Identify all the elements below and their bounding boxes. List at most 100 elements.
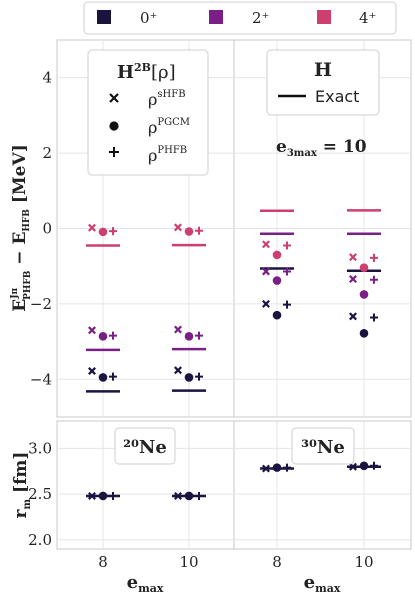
phfb-marker bbox=[370, 253, 378, 262]
energy-y-tick-label: −4 bbox=[30, 370, 52, 388]
method-legend-phfb-base: ρ bbox=[148, 146, 157, 165]
energy-ylabel-unit: [MeV] bbox=[10, 144, 30, 209]
shfb-marker bbox=[88, 223, 96, 232]
energy-ylabel-base: E bbox=[10, 299, 30, 312]
energy-ylabel-sup: Jπ bbox=[10, 288, 20, 300]
shfb-marker bbox=[88, 367, 96, 375]
series-2⁺ bbox=[260, 232, 381, 299]
e3max-label: e3max = 10 bbox=[276, 137, 367, 159]
phfb-marker bbox=[109, 331, 117, 340]
shfb-marker bbox=[262, 299, 270, 308]
radius-y-tick-label: 2.0 bbox=[28, 531, 52, 549]
exact-legend-title: H bbox=[314, 59, 332, 81]
pgcm-marker bbox=[184, 373, 194, 382]
exact-legend-label: Exact bbox=[315, 87, 359, 106]
phfb-marker bbox=[195, 331, 203, 340]
phfb-marker bbox=[195, 491, 203, 500]
exact-legend-box bbox=[266, 49, 380, 116]
shfb-marker bbox=[88, 491, 96, 500]
pgcm-marker bbox=[98, 332, 108, 341]
pgcm-marker bbox=[272, 276, 282, 285]
method-legend: H2B[ρ] ρsHFB ρPGCM ρPHFB bbox=[87, 49, 209, 176]
nucleus-label-30ne-box bbox=[291, 427, 355, 465]
pgcm-marker bbox=[359, 461, 369, 471]
phfb-marker bbox=[283, 241, 291, 250]
shfb-marker bbox=[174, 325, 182, 334]
shfb-marker bbox=[349, 312, 357, 321]
series-0⁺ bbox=[260, 461, 381, 473]
phfb-marker bbox=[283, 300, 291, 309]
series-2⁺ bbox=[86, 325, 206, 352]
exact-legend: H Exact bbox=[266, 49, 380, 116]
panel-radius-30ne-frame bbox=[233, 420, 412, 550]
energy-ylabel-sub: PHFB bbox=[23, 270, 33, 300]
energy-y-tick-label: 2 bbox=[42, 144, 52, 162]
radius-ylabel-sub: m bbox=[22, 498, 33, 509]
x-tick-label: 8 bbox=[272, 553, 282, 571]
phfb-marker bbox=[283, 463, 291, 472]
pgcm-marker bbox=[184, 332, 194, 341]
phfb-marker bbox=[370, 461, 378, 470]
phfb-marker bbox=[195, 226, 203, 235]
shfb-marker bbox=[349, 253, 357, 262]
method-legend-shfb-base: ρ bbox=[148, 90, 157, 109]
phfb-marker bbox=[370, 313, 378, 322]
legend-label-0plus: 0⁺ bbox=[140, 9, 157, 27]
series-0⁺ bbox=[86, 491, 206, 501]
pgcm-marker bbox=[359, 329, 369, 338]
pgcm-marker bbox=[184, 491, 194, 501]
x-tick-label: 8 bbox=[98, 553, 108, 571]
series-4⁺ bbox=[260, 209, 381, 273]
method-legend-phfb-label: ρPHFB bbox=[148, 145, 187, 165]
radius-ylabel-base: r bbox=[11, 508, 31, 518]
phfb-marker bbox=[109, 372, 117, 381]
phfb-marker bbox=[370, 275, 378, 284]
pgcm-marker bbox=[272, 250, 282, 260]
data-marks bbox=[86, 209, 381, 501]
phfb-marker bbox=[283, 267, 291, 276]
energy-y-tick-label: 4 bbox=[42, 69, 52, 87]
energy-y-axis-label: EJπ PHFB − EHFB [MeV] bbox=[10, 144, 33, 312]
e3max-base: e bbox=[276, 137, 287, 157]
method-legend-pgcm-base: ρ bbox=[148, 118, 157, 137]
x-marker-icon bbox=[109, 93, 119, 103]
x-tick-label: 10 bbox=[354, 553, 373, 571]
phfb-marker bbox=[195, 372, 203, 381]
pgcm-marker bbox=[98, 491, 108, 501]
shfb-marker bbox=[88, 326, 96, 335]
circle-marker-icon bbox=[109, 121, 119, 131]
series-0⁺ bbox=[86, 366, 206, 393]
shfb-marker bbox=[174, 366, 182, 375]
energy-y-tick-label: −2 bbox=[30, 295, 52, 313]
radius-y-tick-label: 3.0 bbox=[28, 439, 52, 457]
pgcm-marker bbox=[184, 227, 194, 236]
pgcm-marker bbox=[272, 463, 282, 472]
method-legend-title-arg: [ρ] bbox=[151, 62, 176, 83]
shfb-marker bbox=[349, 462, 357, 471]
top-legend-box bbox=[83, 1, 397, 35]
x-axis-label-right-sub: max bbox=[315, 582, 341, 595]
pgcm-marker bbox=[359, 290, 369, 299]
radius-y-axis-label: rm [fm] bbox=[11, 452, 33, 519]
method-legend-pgcm-sup: PGCM bbox=[157, 117, 190, 128]
x-axis-label-left-sub: max bbox=[138, 582, 164, 595]
series-4⁺ bbox=[86, 223, 206, 247]
energy-y-tick-label: 0 bbox=[42, 220, 52, 238]
method-legend-box bbox=[87, 49, 209, 176]
pgcm-marker bbox=[272, 310, 282, 320]
x-tick-label: 10 bbox=[179, 553, 198, 571]
e3max-sub: 3max bbox=[287, 148, 318, 159]
e3max-rest: = 10 bbox=[317, 137, 367, 157]
legend-label-4plus: 4⁺ bbox=[359, 9, 376, 27]
x-axis-label-right: emax bbox=[304, 572, 341, 595]
method-legend-shfb-sup: sHFB bbox=[157, 89, 185, 100]
pgcm-marker bbox=[98, 227, 108, 237]
nucleus-label-20ne: ²⁰Ne bbox=[114, 427, 176, 465]
method-legend-title: H2B[ρ] bbox=[117, 61, 176, 83]
nucleus-label-20ne-box bbox=[114, 427, 176, 465]
top-legend: 0⁺ 2⁺ 4⁺ bbox=[83, 1, 397, 35]
phfb-marker bbox=[109, 491, 117, 500]
legend-swatch-4plus bbox=[317, 10, 331, 24]
method-legend-pgcm-label: ρPGCM bbox=[148, 117, 190, 137]
